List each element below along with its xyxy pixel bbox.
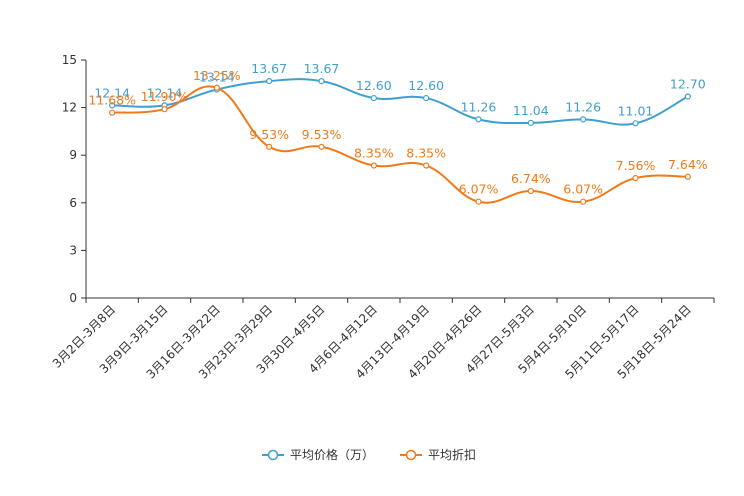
data-label: 7.56% [616, 158, 656, 173]
data-label: 11.04 [513, 103, 549, 118]
data-label: 13.67 [304, 61, 340, 76]
legend-marker [405, 449, 417, 461]
data-point [632, 120, 639, 127]
data-label: 8.35% [406, 146, 446, 161]
data-label: 8.35% [354, 146, 394, 161]
data-point [423, 94, 430, 102]
data-point [213, 84, 220, 91]
data-label: 13.14 [199, 70, 235, 85]
data-label: 13.25% [193, 68, 241, 83]
data-label: 9.53% [249, 127, 289, 142]
y-tick-label: 9 [69, 148, 77, 162]
data-label: 6.07% [563, 182, 603, 197]
data-label: 11.26 [565, 99, 601, 114]
data-point [632, 174, 639, 182]
data-point [109, 109, 116, 116]
y-tick-label: 6 [69, 196, 77, 210]
data-label: 11.90% [141, 89, 189, 104]
data-point [527, 187, 534, 195]
data-label: 11.68% [88, 93, 136, 108]
data-label: 6.74% [511, 171, 551, 186]
data-label: 11.01 [618, 103, 654, 118]
data-point [266, 78, 273, 85]
data-label: 12.14 [147, 85, 183, 100]
data-label: 13.67 [251, 61, 287, 76]
data-point [684, 173, 691, 180]
data-point [684, 93, 691, 100]
data-point [370, 94, 377, 102]
data-point [580, 116, 587, 123]
data-label: 12.70 [670, 76, 706, 91]
data-point [318, 78, 325, 85]
data-label: 11.26 [461, 99, 497, 114]
data-point [423, 162, 430, 169]
data-point [161, 106, 168, 113]
data-label: 9.53% [302, 127, 342, 142]
data-point [266, 143, 273, 150]
data-point [475, 116, 482, 123]
data-point [318, 143, 325, 150]
y-tick-label: 0 [69, 291, 77, 305]
data-point [580, 198, 587, 205]
legend-marker [267, 449, 279, 461]
data-point [109, 102, 116, 109]
data-label: 12.14 [94, 85, 130, 100]
series-line-1 [112, 78, 689, 126]
data-label: 7.64% [668, 157, 708, 172]
data-point [370, 162, 377, 169]
legend-item-label: 平均折扣 [428, 447, 476, 462]
data-label: 12.60 [408, 78, 444, 93]
data-label: 6.07% [459, 182, 499, 197]
data-label: 12.60 [356, 78, 392, 93]
y-tick-label: 3 [69, 243, 77, 257]
y-tick-label: 15 [62, 53, 77, 67]
data-point [475, 198, 482, 205]
legend-item-label: 平均价格（万） [290, 447, 374, 462]
data-point [527, 119, 534, 126]
y-tick-label: 12 [62, 101, 77, 115]
